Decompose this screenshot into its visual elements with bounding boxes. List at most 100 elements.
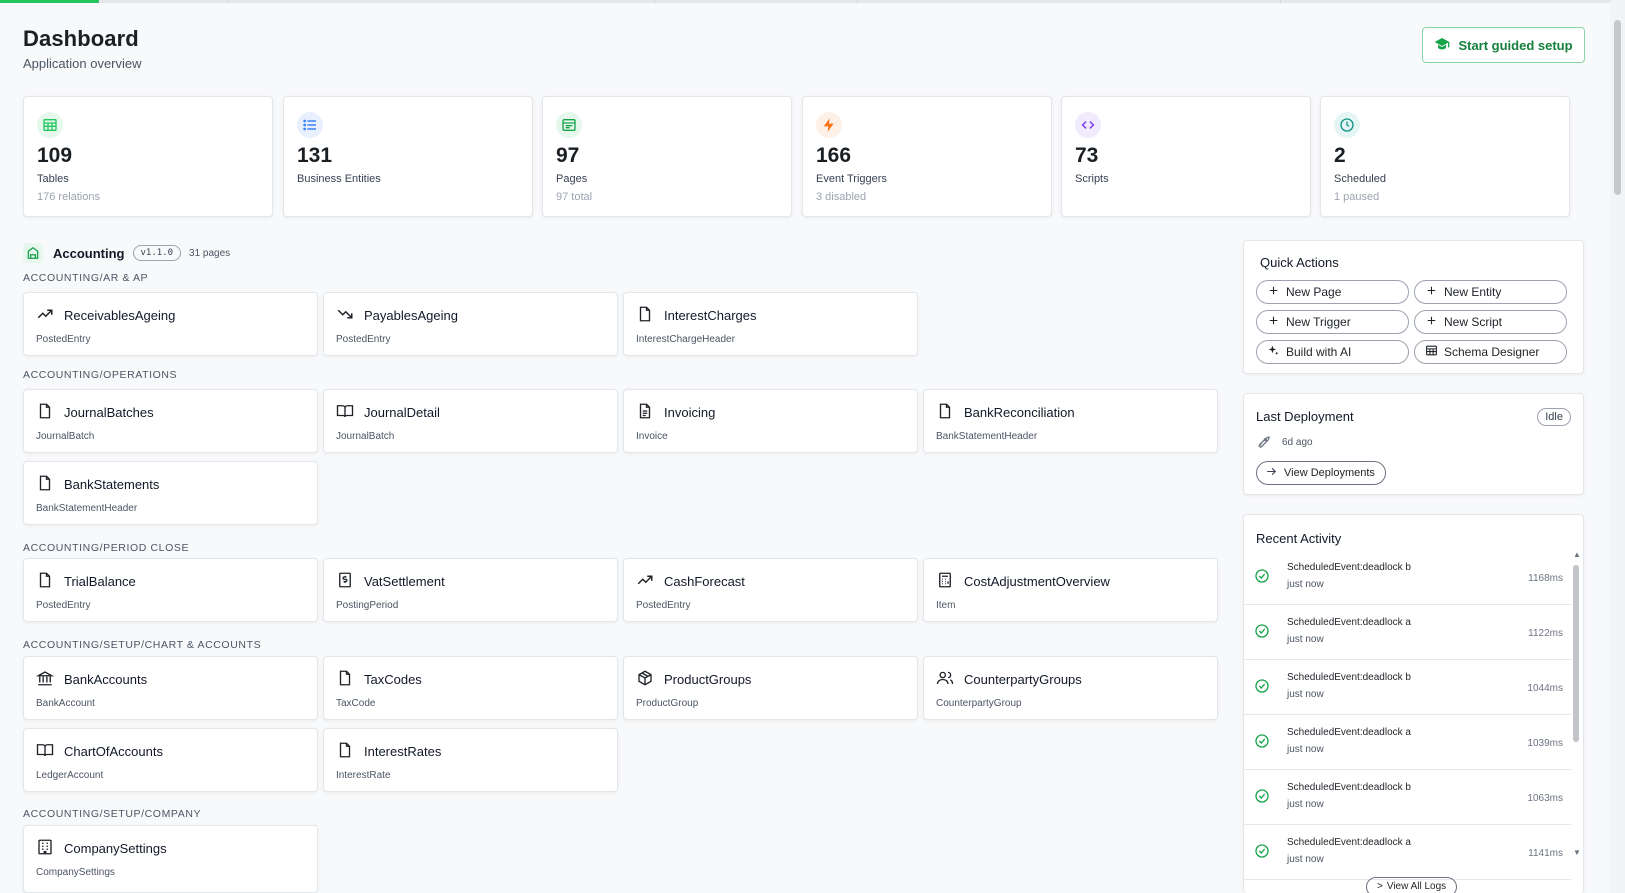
view-all-logs-button[interactable]: > View All Logs (1366, 877, 1458, 893)
building-icon (36, 838, 54, 856)
plus-icon (1425, 284, 1438, 300)
page-card-counterparty-groups[interactable]: CounterpartyGroups CounterpartyGroup (923, 656, 1218, 720)
page-card-bank-accounts[interactable]: BankAccounts BankAccount (23, 656, 318, 720)
stat-card-business-entities[interactable]: 131 Business Entities (283, 96, 533, 217)
page-card-receivables-ageing[interactable]: ReceivablesAgeing PostedEntry (23, 292, 318, 356)
section-heading: ACCOUNTING/SETUP/COMPANY (23, 808, 202, 820)
plus-icon (1425, 314, 1438, 330)
schema-designer-button[interactable]: Schema Designer (1414, 340, 1567, 364)
stat-label: Scripts (1075, 173, 1109, 185)
activity-name: ScheduledEvent:deadlock b (1287, 672, 1411, 683)
stat-card-pages[interactable]: 97 Pages 97 total (542, 96, 792, 217)
quick-actions-title: Quick Actions (1260, 255, 1339, 270)
page-card-chart-of-accounts[interactable]: ChartOfAccounts LedgerAccount (23, 728, 318, 792)
package-icon (636, 669, 654, 687)
page-card-title: Invoicing (664, 405, 716, 420)
stat-value: 131 (297, 144, 333, 167)
stat-sub: 176 relations (37, 191, 100, 203)
page-card-entity: InterestChargeHeader (636, 334, 735, 345)
activity-duration: 1122ms (1528, 628, 1563, 639)
page-card-company-settings[interactable]: CompanySettings CompanySettings (23, 825, 318, 893)
module-logo-icon (23, 243, 43, 263)
activity-list[interactable]: ScheduledEvent:deadlock b just now 1168ms S… (1244, 550, 1571, 880)
activity-duration: 1141ms (1528, 848, 1563, 859)
section-heading: ACCOUNTING/OPERATIONS (23, 369, 178, 381)
page-card-entity: Item (936, 600, 956, 611)
page-card-bank-statements[interactable]: BankStatements BankStatementHeader (23, 461, 318, 525)
code-icon (1075, 112, 1101, 138)
last-deployment-title: Last Deployment (1256, 409, 1354, 424)
page-card-title: CompanySettings (64, 841, 167, 856)
activity-scroll-thumb[interactable] (1573, 565, 1579, 742)
page-card-vat-settlement[interactable]: VatSettlement PostingPeriod (323, 558, 618, 622)
module-header[interactable]: Accounting v1.1.0 31 pages (23, 243, 230, 263)
list-icon (297, 112, 323, 138)
stat-card-scripts[interactable]: 73 Scripts (1061, 96, 1311, 217)
page-card-entity: PostedEntry (36, 600, 91, 611)
section-heading: ACCOUNTING/SETUP/CHART & ACCOUNTS (23, 639, 262, 651)
activity-item[interactable]: ScheduledEvent:deadlock b just now 1044ms (1244, 660, 1571, 715)
page-card-product-groups[interactable]: ProductGroups ProductGroup (623, 656, 918, 720)
page-card-journal-detail[interactable]: JournalDetail JournalBatch (323, 389, 618, 453)
page-card-bank-reconciliation[interactable]: BankReconciliation BankStatementHeader (923, 389, 1218, 453)
page-card-cash-forecast[interactable]: CashForecast PostedEntry (623, 558, 918, 622)
activity-name: ScheduledEvent:deadlock b (1287, 782, 1411, 793)
activity-scrollbar[interactable]: ▲ ▼ (1570, 550, 1583, 860)
activity-item[interactable]: ScheduledEvent:deadlock a just now 1141ms (1244, 825, 1571, 880)
page-card-invoicing[interactable]: Invoicing Invoice (623, 389, 918, 453)
view-deployments-button[interactable]: View Deployments (1256, 461, 1386, 485)
page-scrollbar[interactable] (1610, 0, 1625, 893)
page-card-title: ChartOfAccounts (64, 744, 163, 759)
stat-label: Tables (37, 173, 69, 185)
page-card-entity: TaxCode (336, 698, 376, 709)
new-script-button[interactable]: New Script (1414, 310, 1567, 334)
module-name: Accounting (53, 245, 125, 261)
page-subtitle: Application overview (23, 56, 142, 71)
quick-action-label: Schema Designer (1444, 345, 1540, 359)
page-card-title: JournalDetail (364, 405, 440, 420)
module-version-badge: v1.1.0 (132, 245, 182, 261)
new-page-button[interactable]: New Page (1256, 280, 1409, 304)
activity-item[interactable]: ScheduledEvent:deadlock b just now 1168ms (1244, 550, 1571, 605)
scroll-up-arrow-icon[interactable]: ▲ (1573, 550, 1581, 559)
file-icon (936, 402, 954, 420)
page-card-interest-charges[interactable]: InterestCharges InterestChargeHeader (623, 292, 918, 356)
page-card-title: ProductGroups (664, 672, 752, 687)
new-entity-button[interactable]: New Entity (1414, 280, 1567, 304)
stat-card-event-triggers[interactable]: 166 Event Triggers 3 disabled (802, 96, 1052, 217)
page-scroll-thumb[interactable] (1614, 20, 1621, 195)
clock-icon (1334, 112, 1360, 138)
deployment-time: 6d ago (1282, 437, 1313, 448)
page-card-tax-codes[interactable]: TaxCodes TaxCode (323, 656, 618, 720)
trend-up-icon (36, 305, 54, 323)
start-guided-setup-button[interactable]: Start guided setup (1422, 27, 1585, 63)
stat-card-scheduled[interactable]: 2 Scheduled 1 paused (1320, 96, 1570, 217)
page-card-title: BankReconciliation (964, 405, 1075, 420)
page-card-title: BankAccounts (64, 672, 148, 687)
trend-up-icon (636, 571, 654, 589)
activity-name: ScheduledEvent:deadlock b (1287, 562, 1411, 573)
stat-label: Business Entities (297, 173, 381, 185)
page-card-interest-rates[interactable]: InterestRates InterestRate (323, 728, 618, 792)
scroll-down-arrow-icon[interactable]: ▼ (1573, 848, 1581, 857)
file-text-icon (636, 402, 654, 420)
build-with-ai-button[interactable]: Build with AI (1256, 340, 1409, 364)
check-circle-icon (1254, 788, 1270, 804)
page-card-trial-balance[interactable]: TrialBalance PostedEntry (23, 558, 318, 622)
activity-item[interactable]: ScheduledEvent:deadlock b just now 1063ms (1244, 770, 1571, 825)
stat-card-tables[interactable]: 109 Tables 176 relations (23, 96, 273, 217)
page-card-journal-batches[interactable]: JournalBatches JournalBatch (23, 389, 318, 453)
view-all-logs-label: View All Logs (1386, 881, 1447, 892)
section-heading: ACCOUNTING/AR & AP (23, 272, 149, 284)
module-page-count: 31 pages (189, 247, 231, 259)
page-card-entity: ProductGroup (636, 698, 699, 709)
page-card-entity: CompanySettings (36, 867, 115, 878)
check-circle-icon (1254, 623, 1270, 639)
activity-item[interactable]: ScheduledEvent:deadlock a just now 1122ms (1244, 605, 1571, 660)
page-card-payables-ageing[interactable]: PayablesAgeing PostedEntry (323, 292, 618, 356)
arrow-right-icon: > (1377, 881, 1383, 892)
page-card-entity: PostingPeriod (336, 600, 399, 611)
new-trigger-button[interactable]: New Trigger (1256, 310, 1409, 334)
page-card-cost-adjustment-overview[interactable]: CostAdjustmentOverview Item (923, 558, 1218, 622)
activity-item[interactable]: ScheduledEvent:deadlock a just now 1039ms (1244, 715, 1571, 770)
